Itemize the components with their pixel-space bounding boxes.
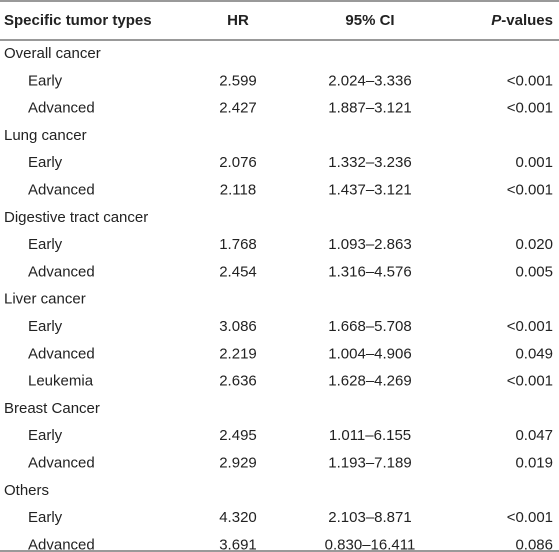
cell: 1.668–5.708 [328, 318, 411, 335]
group-label: Digestive tract cancer [4, 209, 148, 226]
group-label: Others [4, 482, 49, 499]
cell: 2.636 [219, 373, 257, 390]
header-cell: Specific tumor types [4, 12, 152, 29]
header-cell: HR [227, 12, 249, 29]
cell: 2.427 [219, 100, 257, 117]
cell: Advanced [28, 181, 95, 198]
cell: 2.103–8.871 [328, 509, 411, 526]
cell: 0.047 [515, 427, 553, 444]
cell: Advanced [28, 263, 95, 280]
cell: 0.830–16.411 [325, 536, 416, 552]
cell: 1.332–3.236 [328, 154, 411, 171]
cell: Advanced [28, 345, 95, 362]
cell: 1.093–2.863 [328, 236, 411, 253]
cell: Leukemia [28, 373, 94, 390]
cell: Advanced [28, 454, 95, 471]
cell: 2.076 [219, 154, 257, 171]
cell: <0.001 [507, 318, 553, 335]
cell: Early [28, 154, 63, 171]
cell: Early [28, 236, 63, 253]
cell: <0.001 [507, 509, 553, 526]
cell: 0.019 [515, 454, 553, 471]
cell: <0.001 [507, 373, 553, 390]
cell: 2.024–3.336 [328, 72, 411, 89]
cell: <0.001 [507, 100, 553, 117]
cell: 2.495 [219, 427, 257, 444]
cell: 2.929 [219, 454, 257, 471]
header-italic: P [491, 12, 502, 29]
cell: Early [28, 427, 63, 444]
cell: 0.005 [515, 263, 553, 280]
header-cell: 95% CI [345, 12, 394, 29]
cell: Early [28, 318, 63, 335]
group-label: Breast Cancer [4, 400, 100, 417]
cell: Early [28, 72, 63, 89]
cell: 0.049 [515, 345, 553, 362]
cell: Early [28, 509, 63, 526]
cell: 3.691 [219, 536, 257, 552]
header-text: -values [501, 12, 553, 29]
cell: 2.118 [220, 181, 256, 198]
cell: <0.001 [507, 72, 553, 89]
group-label: Liver cancer [4, 291, 86, 308]
header-cell: P-values [491, 12, 553, 29]
cell: 1.004–4.906 [328, 345, 411, 362]
cell: <0.001 [507, 181, 553, 198]
cell: 0.001 [515, 154, 553, 171]
cell: 1.011–6.155 [329, 427, 411, 444]
cell: 2.599 [219, 72, 257, 89]
cell: 1.887–3.121 [328, 100, 411, 117]
cell: Advanced [28, 100, 95, 117]
cell: 1.437–3.121 [328, 181, 411, 198]
cell: 1.628–4.269 [328, 373, 411, 390]
cell: 1.768 [219, 236, 257, 253]
cell: 4.320 [219, 509, 257, 526]
cell: 1.316–4.576 [328, 263, 411, 280]
cell: 2.454 [219, 263, 257, 280]
cell: 1.193–7.189 [328, 454, 411, 471]
cell: Advanced [28, 536, 95, 552]
cell: 0.020 [515, 236, 553, 253]
cell: 2.219 [219, 345, 257, 362]
group-label: Overall cancer [4, 45, 101, 62]
group-label: Lung cancer [4, 127, 87, 144]
cell: 0.086 [515, 536, 553, 552]
cell: 3.086 [219, 318, 257, 335]
